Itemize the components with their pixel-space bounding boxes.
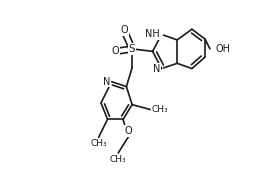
Text: OH: OH bbox=[216, 44, 231, 54]
Text: N: N bbox=[153, 64, 160, 74]
Text: NH: NH bbox=[145, 29, 160, 40]
Text: O: O bbox=[120, 25, 128, 35]
Text: CH₃: CH₃ bbox=[152, 105, 169, 114]
Text: O: O bbox=[112, 46, 120, 56]
Text: CH₃: CH₃ bbox=[110, 155, 126, 164]
Text: N: N bbox=[103, 77, 110, 87]
Text: CH₃: CH₃ bbox=[90, 139, 107, 148]
Text: O: O bbox=[124, 126, 132, 136]
Text: S: S bbox=[129, 44, 135, 54]
